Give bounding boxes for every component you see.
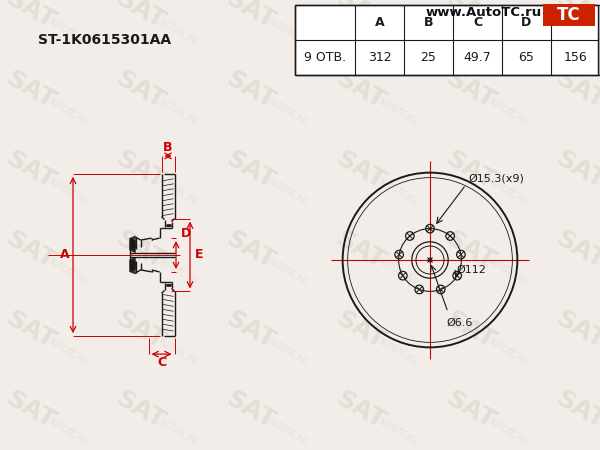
Text: AUTOTC.RU: AUTOTC.RU [377, 97, 419, 127]
Text: SAT: SAT [1, 67, 59, 113]
Text: SAT: SAT [331, 306, 389, 354]
Text: SAT: SAT [551, 226, 600, 274]
Bar [295, 5, 600, 75]
Text: 65: 65 [518, 51, 535, 64]
Text: C: C [473, 16, 482, 29]
Text: SAT: SAT [331, 0, 389, 33]
Text: Ø6.6: Ø6.6 [446, 317, 472, 327]
Text: SAT: SAT [551, 306, 600, 354]
Text: AUTOTC.RU: AUTOTC.RU [597, 97, 600, 127]
Text: SAT: SAT [442, 226, 499, 274]
Text: AUTOTC.RU: AUTOTC.RU [597, 337, 600, 367]
Text: AUTOTC.RU: AUTOTC.RU [377, 337, 419, 367]
Text: D: D [521, 16, 532, 29]
Text: Ø15.3(x9): Ø15.3(x9) [468, 174, 524, 184]
Text: AUTOTC.RU: AUTOTC.RU [47, 97, 89, 127]
Text: AUTOTC.RU: AUTOTC.RU [267, 337, 309, 367]
Text: SAT: SAT [331, 387, 389, 433]
Text: SAT: SAT [1, 147, 59, 194]
Text: SAT: SAT [442, 387, 499, 433]
Text: AUTOTC.RU: AUTOTC.RU [487, 417, 529, 447]
Text: C: C [157, 356, 166, 369]
Text: SAT: SAT [1, 226, 59, 274]
Text: AUTOTC.RU: AUTOTC.RU [47, 417, 89, 447]
Text: TC: TC [557, 6, 581, 24]
Text: SAT: SAT [221, 67, 278, 113]
Text: AUTOTC.RU: AUTOTC.RU [487, 337, 529, 367]
Text: SAT: SAT [1, 387, 59, 433]
Text: AUTOTC.RU: AUTOTC.RU [47, 337, 89, 367]
Text: SAT: SAT [112, 67, 169, 113]
Text: 49.7: 49.7 [464, 51, 491, 64]
Text: SAT: SAT [551, 147, 600, 194]
Text: B: B [163, 141, 173, 154]
Text: AUTOTC.RU: AUTOTC.RU [487, 97, 529, 127]
Text: Ø112: Ø112 [456, 265, 486, 275]
Text: AUTOTC.RU: AUTOTC.RU [597, 257, 600, 287]
Text: AUTOTC.RU: AUTOTC.RU [377, 417, 419, 447]
Text: SAT: SAT [1, 306, 59, 354]
Text: AUTOTC.RU: AUTOTC.RU [267, 177, 309, 207]
Text: E: E [195, 248, 203, 261]
Text: SAT: SAT [221, 147, 278, 194]
Text: SAT: SAT [221, 226, 278, 274]
Text: AUTOTC.RU: AUTOTC.RU [377, 257, 419, 287]
Text: AUTOTC.RU: AUTOTC.RU [267, 257, 309, 287]
Text: SAT: SAT [442, 147, 499, 194]
Text: AUTOTC.RU: AUTOTC.RU [597, 177, 600, 207]
Text: AUTOTC.RU: AUTOTC.RU [487, 177, 529, 207]
Text: AUTOTC.RU: AUTOTC.RU [47, 17, 89, 47]
Text: AUTOTC.RU: AUTOTC.RU [487, 17, 529, 47]
Text: 156: 156 [563, 51, 587, 64]
Text: AUTOTC.RU: AUTOTC.RU [267, 417, 309, 447]
FancyBboxPatch shape [543, 4, 595, 26]
Text: AUTOTC.RU: AUTOTC.RU [47, 177, 89, 207]
Text: SAT: SAT [442, 306, 499, 354]
Text: AUTOTC.RU: AUTOTC.RU [157, 257, 199, 287]
Text: SAT: SAT [221, 0, 278, 33]
Text: AUTOTC.RU: AUTOTC.RU [157, 337, 199, 367]
Text: E: E [571, 16, 580, 29]
Text: SAT: SAT [442, 0, 499, 33]
Text: AUTOTC.RU: AUTOTC.RU [157, 97, 199, 127]
Text: AUTOTC.RU: AUTOTC.RU [157, 17, 199, 47]
Text: SAT: SAT [442, 67, 499, 113]
Text: AUTOTC.RU: AUTOTC.RU [267, 97, 309, 127]
Text: SAT: SAT [221, 306, 278, 354]
Text: AUTOTC.RU: AUTOTC.RU [377, 177, 419, 207]
Text: www.AutoTC.ru: www.AutoTC.ru [426, 5, 542, 18]
Text: AUTOTC.RU: AUTOTC.RU [597, 417, 600, 447]
Text: SAT: SAT [331, 67, 389, 113]
Text: A: A [60, 248, 70, 261]
Text: SAT: SAT [1, 0, 59, 33]
Text: SAT: SAT [331, 226, 389, 274]
Text: SAT: SAT [112, 306, 169, 354]
Text: AUTOTC.RU: AUTOTC.RU [157, 177, 199, 207]
Text: SAT: SAT [112, 147, 169, 194]
Text: 9 ОТВ.: 9 ОТВ. [304, 51, 346, 64]
Text: AUTOTC.RU: AUTOTC.RU [597, 17, 600, 47]
Text: SAT: SAT [112, 0, 169, 33]
Text: SAT: SAT [551, 0, 600, 33]
Text: A: A [374, 16, 385, 29]
Text: SAT: SAT [551, 67, 600, 113]
Text: SAT: SAT [221, 387, 278, 433]
Text: SAT: SAT [551, 387, 600, 433]
Text: D: D [181, 227, 191, 239]
Text: SAT: SAT [112, 226, 169, 274]
Text: AUTOTC.RU: AUTOTC.RU [47, 257, 89, 287]
Text: AUTOTC.RU: AUTOTC.RU [377, 17, 419, 47]
Text: 25: 25 [421, 51, 436, 64]
Text: SAT: SAT [112, 387, 169, 433]
Text: SAT: SAT [331, 147, 389, 194]
Text: 312: 312 [368, 51, 391, 64]
Text: AUTOTC.RU: AUTOTC.RU [157, 417, 199, 447]
Text: ST-1K0615301AA: ST-1K0615301AA [38, 33, 172, 47]
Text: AUTOTC.RU: AUTOTC.RU [487, 257, 529, 287]
Text: AUTOTC.RU: AUTOTC.RU [267, 17, 309, 47]
Text: B: B [424, 16, 433, 29]
